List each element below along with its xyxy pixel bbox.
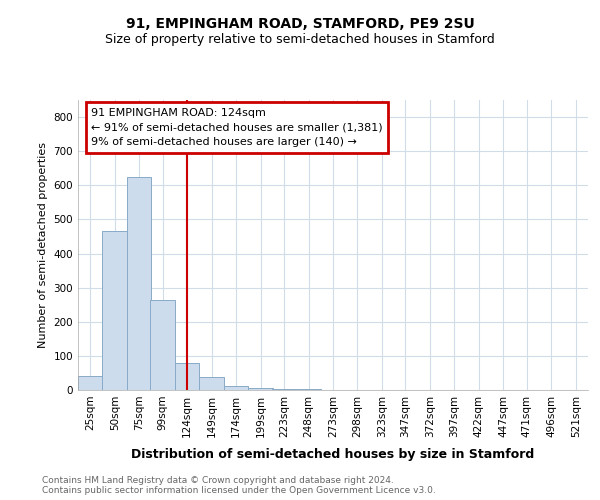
Bar (103, 232, 127, 390)
Bar (224, 386, 248, 390)
Y-axis label: Number of semi-detached properties: Number of semi-detached properties (38, 142, 48, 348)
Text: Size of property relative to semi-detached houses in Stamford: Size of property relative to semi-detach… (105, 32, 495, 46)
Bar (199, 377, 224, 390)
Bar (175, 362, 199, 390)
Text: Contains HM Land Registry data © Crown copyright and database right 2024.
Contai: Contains HM Land Registry data © Crown c… (42, 476, 436, 495)
Text: 91, EMPINGHAM ROAD, STAMFORD, PE9 2SU: 91, EMPINGHAM ROAD, STAMFORD, PE9 2SU (125, 18, 475, 32)
Bar (151, 300, 175, 390)
X-axis label: Distribution of semi-detached houses by size in Stamford: Distribution of semi-detached houses by … (131, 448, 535, 461)
Bar (248, 388, 273, 390)
Bar (127, 177, 151, 390)
Bar (78, 376, 103, 390)
Text: 91 EMPINGHAM ROAD: 124sqm
← 91% of semi-detached houses are smaller (1,381)
9% o: 91 EMPINGHAM ROAD: 124sqm ← 91% of semi-… (91, 108, 383, 148)
